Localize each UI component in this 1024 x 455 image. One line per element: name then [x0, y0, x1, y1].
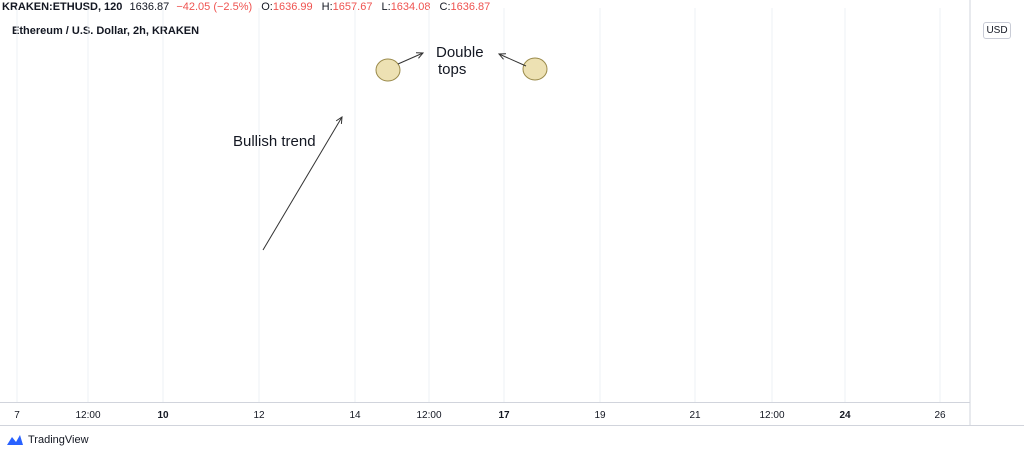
bullish-trend-arrow	[262, 116, 343, 251]
last-price: 1636.87	[129, 1, 170, 13]
tradingview-brand[interactable]: TradingView	[6, 432, 89, 448]
second-top-arrow	[497, 53, 527, 67]
symbol-header: KRAKEN:ETHUSD, 120 1636.87 −42.05 (−2.5%…	[0, 0, 1024, 14]
high-value: 1657.67	[332, 1, 373, 13]
second-top-marker	[522, 57, 548, 81]
low-label: L:	[381, 1, 391, 13]
arrow-head	[335, 116, 343, 125]
low-value: 1634.08	[390, 1, 431, 13]
high-label: H:	[321, 1, 333, 13]
arrow-head	[497, 53, 507, 60]
x-tick-label: 12	[253, 410, 265, 421]
chart-title: Ethereum / U.S. Dollar, 2h, KRAKEN	[12, 25, 200, 37]
arrow-shaft	[397, 52, 424, 65]
double-tops-annotation-line2: tops	[438, 61, 467, 78]
tradingview-logo-icon	[7, 435, 23, 445]
arrow-shaft	[262, 116, 343, 251]
open-label: O:	[261, 1, 273, 13]
x-tick-label: 14	[349, 410, 361, 421]
x-tick-label: 19	[594, 410, 606, 421]
arrow-head	[415, 52, 425, 59]
x-tick-label: 12:00	[416, 410, 441, 421]
close-value: 1636.87	[450, 1, 491, 13]
symbol-label: KRAKEN:ETHUSD, 120	[2, 1, 123, 13]
first-top-arrow	[397, 52, 425, 65]
x-tick-label: 12:00	[75, 410, 100, 421]
x-tick-label: 10	[157, 410, 169, 421]
x-tick-label: 24	[839, 410, 851, 421]
brand-name: TradingView	[28, 434, 89, 446]
x-tick-label: 26	[934, 410, 946, 421]
open-value: 1636.99	[272, 1, 313, 13]
x-tick-label: 7	[14, 410, 20, 421]
price-change: −42.05 (−2.5%)	[176, 1, 253, 13]
drawing-overlay	[262, 52, 548, 251]
currency-badge[interactable]: USD	[983, 22, 1011, 39]
arrow-shaft	[498, 53, 527, 67]
first-top-marker	[375, 58, 401, 82]
x-tick-label: 12:00	[759, 410, 784, 421]
price-axis: 360.00370.00380.00390.00400.00410.00420.…	[0, 0, 1024, 426]
close-label: C:	[439, 1, 451, 13]
x-tick-label: 17	[498, 410, 510, 421]
x-tick-label: 21	[689, 410, 701, 421]
double-tops-annotation-line1: Double	[436, 44, 484, 61]
grid-lines	[16, 8, 941, 402]
bullish-trend-annotation: Bullish trend	[233, 133, 316, 150]
